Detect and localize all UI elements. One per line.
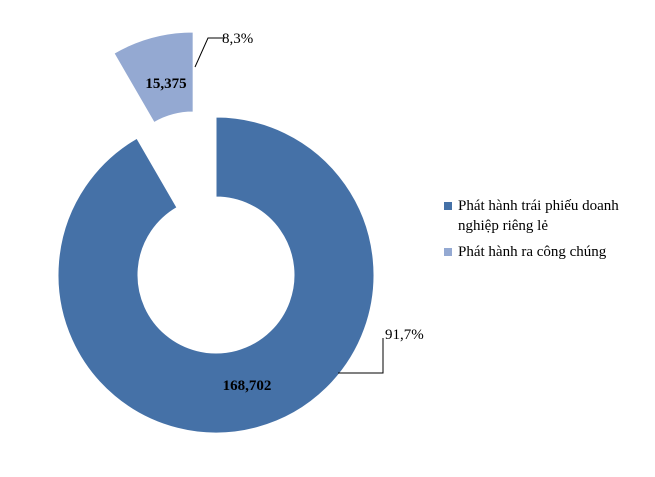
leader-line-public xyxy=(194,37,224,68)
chart-legend: Phát hành trái phiếu doanh nghiệp riêng … xyxy=(440,196,655,268)
donut-slice-public xyxy=(113,31,194,124)
chart-labels: 168,702 91,7% 15,375 8,3% xyxy=(145,31,423,394)
legend-item-private: Phát hành trái phiếu doanh nghiệp riêng … xyxy=(440,196,655,236)
donut-slice-private xyxy=(57,116,375,434)
legend-item-public: Phát hành ra công chúng xyxy=(440,242,655,262)
percent-label-public: 8,3% xyxy=(222,31,253,47)
legend-swatch-private xyxy=(444,202,452,210)
leader-line-private xyxy=(338,338,384,374)
legend-label-private: Phát hành trái phiếu doanh nghiệp riêng … xyxy=(458,198,619,234)
legend-swatch-public xyxy=(444,248,452,256)
value-label-public: 15,375 xyxy=(145,76,186,92)
legend-label-public: Phát hành ra công chúng xyxy=(458,244,607,260)
value-label-private: 168,702 xyxy=(223,378,272,394)
chart-slices xyxy=(57,31,375,434)
percent-label-private: 91,7% xyxy=(385,327,424,343)
